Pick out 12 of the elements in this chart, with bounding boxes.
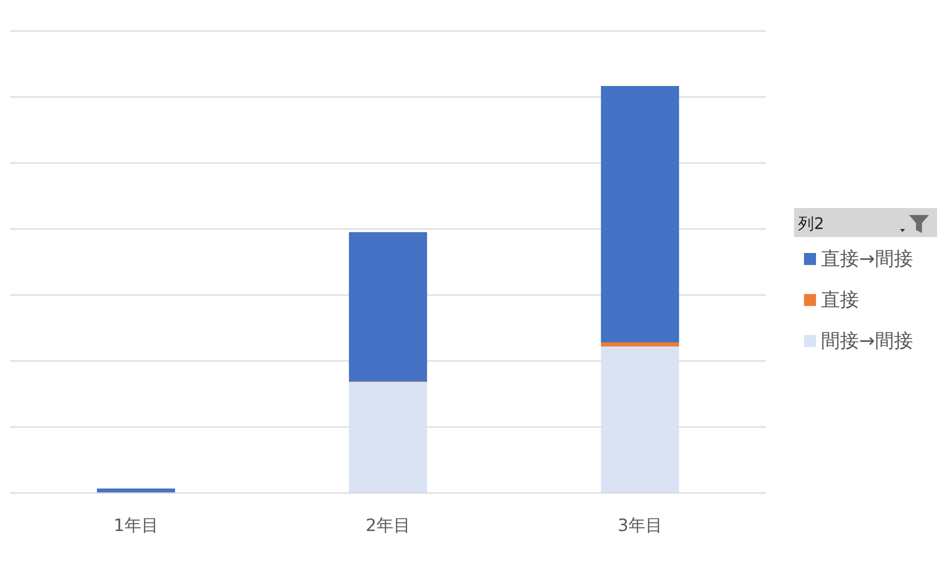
legend-title: 列2 [798, 214, 824, 233]
bar [348, 232, 428, 382]
bar [600, 346, 680, 493]
legend-label: 直接 [821, 289, 859, 311]
x-tick-label: 2年目 [366, 516, 410, 536]
bar [348, 382, 428, 493]
bar [600, 342, 680, 346]
legend-label: 直接→間接 [821, 248, 913, 270]
bar [600, 86, 680, 342]
legend-label: 間接→間接 [821, 330, 913, 352]
x-tick-label: 3年目 [618, 516, 662, 536]
x-tick-label: 1年目 [114, 516, 158, 536]
